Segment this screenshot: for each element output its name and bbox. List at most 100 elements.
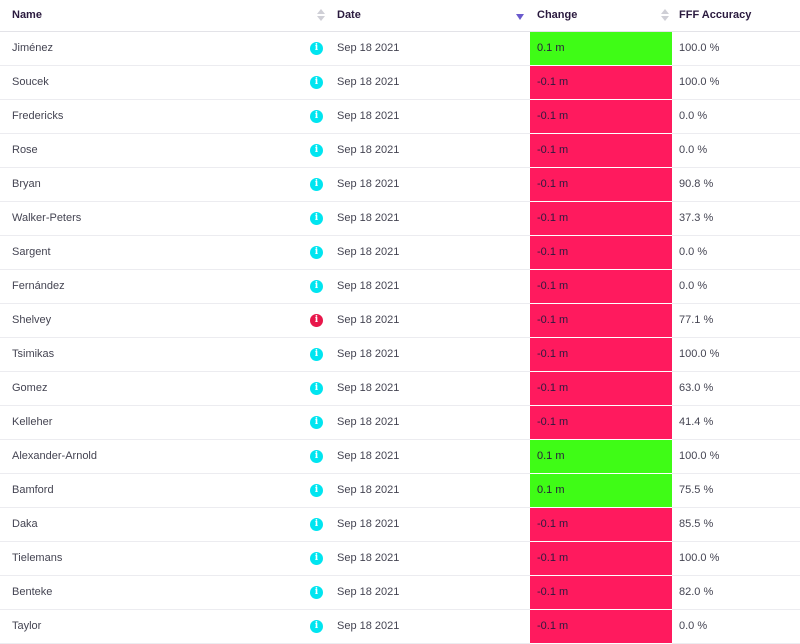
info-icon[interactable]: i <box>310 110 323 123</box>
accuracy-value: 100.0 % <box>679 348 720 360</box>
accuracy-value: 100.0 % <box>679 42 720 54</box>
info-icon[interactable]: i <box>310 246 323 259</box>
accuracy-cell: 63.0 % <box>672 371 800 406</box>
player-name-cell: Jiménez i <box>0 31 330 66</box>
table-row[interactable]: Tsimikas i Sep 18 2021 -0.1 m 100.0 % <box>0 337 800 372</box>
player-name[interactable]: Daka <box>12 518 38 530</box>
change-date: Sep 18 2021 <box>337 382 400 394</box>
info-icon[interactable]: i <box>310 144 323 157</box>
alert-info-icon[interactable]: i <box>310 314 323 327</box>
info-icon[interactable]: i <box>310 620 323 633</box>
change-date: Sep 18 2021 <box>337 348 400 360</box>
accuracy-value: 100.0 % <box>679 450 720 462</box>
accuracy-value: 0.0 % <box>679 144 708 156</box>
date-cell: Sep 18 2021 <box>330 235 530 270</box>
info-icon[interactable]: i <box>310 178 323 191</box>
column-header-change[interactable]: Change <box>530 0 672 32</box>
change-date: Sep 18 2021 <box>337 144 400 156</box>
accuracy-cell: 37.3 % <box>672 201 800 236</box>
player-name[interactable]: Bryan <box>12 178 41 190</box>
sort-icon[interactable] <box>317 9 325 21</box>
player-name-cell: Shelvey i <box>0 303 330 338</box>
table-row[interactable]: Fernández i Sep 18 2021 -0.1 m 0.0 % <box>0 269 800 304</box>
table-row[interactable]: Soucek i Sep 18 2021 -0.1 m 100.0 % <box>0 65 800 100</box>
player-name-cell: Soucek i <box>0 65 330 100</box>
date-cell: Sep 18 2021 <box>330 473 530 508</box>
date-cell: Sep 18 2021 <box>330 439 530 474</box>
change-date: Sep 18 2021 <box>337 518 400 530</box>
change-date: Sep 18 2021 <box>337 76 400 88</box>
price-change-cell: -0.1 m <box>530 609 672 644</box>
price-change-cell: -0.1 m <box>530 133 672 168</box>
change-date: Sep 18 2021 <box>337 484 400 496</box>
table-row[interactable]: Gomez i Sep 18 2021 -0.1 m 63.0 % <box>0 371 800 406</box>
player-name[interactable]: Benteke <box>12 586 53 598</box>
accuracy-cell: 0.0 % <box>672 235 800 270</box>
table-row[interactable]: Kelleher i Sep 18 2021 -0.1 m 41.4 % <box>0 405 800 440</box>
info-icon[interactable]: i <box>310 484 323 497</box>
table-row[interactable]: Benteke i Sep 18 2021 -0.1 m 82.0 % <box>0 575 800 610</box>
price-change-cell: -0.1 m <box>530 65 672 100</box>
sort-descending-icon[interactable] <box>516 14 524 20</box>
player-name[interactable]: Rose <box>12 144 38 156</box>
info-icon[interactable]: i <box>310 586 323 599</box>
player-name-cell: Gomez i <box>0 371 330 406</box>
player-name-cell: Fernández i <box>0 269 330 304</box>
table-row[interactable]: Sargent i Sep 18 2021 -0.1 m 0.0 % <box>0 235 800 270</box>
player-name[interactable]: Shelvey <box>12 314 52 326</box>
accuracy-value: 63.0 % <box>679 382 714 394</box>
accuracy-value: 100.0 % <box>679 76 720 88</box>
column-header-accuracy[interactable]: FFF Accuracy <box>672 0 800 32</box>
table-row[interactable]: Walker-Peters i Sep 18 2021 -0.1 m 37.3 % <box>0 201 800 236</box>
price-change-cell: -0.1 m <box>530 201 672 236</box>
table-row[interactable]: Tielemans i Sep 18 2021 -0.1 m 100.0 % <box>0 541 800 576</box>
info-icon[interactable]: i <box>310 42 323 55</box>
info-icon[interactable]: i <box>310 76 323 89</box>
price-change-cell: -0.1 m <box>530 269 672 304</box>
accuracy-cell: 100.0 % <box>672 541 800 576</box>
player-name[interactable]: Kelleher <box>12 416 53 428</box>
player-name[interactable]: Taylor <box>12 620 42 632</box>
player-name[interactable]: Alexander-Arnold <box>12 450 97 462</box>
info-icon[interactable]: i <box>310 450 323 463</box>
price-change-value: -0.1 m <box>537 144 569 156</box>
info-icon[interactable]: i <box>310 348 323 361</box>
date-cell: Sep 18 2021 <box>330 575 530 610</box>
info-icon[interactable]: i <box>310 416 323 429</box>
info-icon[interactable]: i <box>310 518 323 531</box>
info-icon[interactable]: i <box>310 280 323 293</box>
player-name[interactable]: Bamford <box>12 484 54 496</box>
date-cell: Sep 18 2021 <box>330 269 530 304</box>
player-name[interactable]: Fernández <box>12 280 65 292</box>
column-header-date[interactable]: Date <box>330 0 530 32</box>
table-row[interactable]: Alexander-Arnold i Sep 18 2021 0.1 m 100.0 % <box>0 439 800 474</box>
price-change-cell: -0.1 m <box>530 235 672 270</box>
table-row[interactable]: Bryan i Sep 18 2021 -0.1 m 90.8 % <box>0 167 800 202</box>
player-name[interactable]: Walker-Peters <box>12 212 82 224</box>
table-row[interactable]: Fredericks i Sep 18 2021 -0.1 m 0.0 % <box>0 99 800 134</box>
player-name[interactable]: Tielemans <box>12 552 63 564</box>
table-row[interactable]: Shelvey i Sep 18 2021 -0.1 m 77.1 % <box>0 303 800 338</box>
price-change-value: -0.1 m <box>537 552 569 564</box>
sort-icon[interactable] <box>661 9 669 21</box>
player-name[interactable]: Fredericks <box>12 110 64 122</box>
player-name[interactable]: Gomez <box>12 382 48 394</box>
player-name-cell: Tielemans i <box>0 541 330 576</box>
info-icon[interactable]: i <box>310 552 323 565</box>
column-header-name[interactable]: Name <box>0 0 330 32</box>
player-name[interactable]: Soucek <box>12 76 49 88</box>
player-name[interactable]: Tsimikas <box>12 348 55 360</box>
table-row[interactable]: Jiménez i Sep 18 2021 0.1 m 100.0 % <box>0 31 800 66</box>
table-row[interactable]: Taylor i Sep 18 2021 -0.1 m 0.0 % <box>0 609 800 644</box>
player-name[interactable]: Sargent <box>12 246 51 258</box>
table-row[interactable]: Daka i Sep 18 2021 -0.1 m 85.5 % <box>0 507 800 542</box>
price-change-cell: 0.1 m <box>530 473 672 508</box>
info-icon[interactable]: i <box>310 382 323 395</box>
player-name[interactable]: Jiménez <box>12 42 53 54</box>
player-name-cell: Benteke i <box>0 575 330 610</box>
info-icon[interactable]: i <box>310 212 323 225</box>
table-row[interactable]: Rose i Sep 18 2021 -0.1 m 0.0 % <box>0 133 800 168</box>
price-change-value: -0.1 m <box>537 246 569 258</box>
change-date: Sep 18 2021 <box>337 178 400 190</box>
table-row[interactable]: Bamford i Sep 18 2021 0.1 m 75.5 % <box>0 473 800 508</box>
